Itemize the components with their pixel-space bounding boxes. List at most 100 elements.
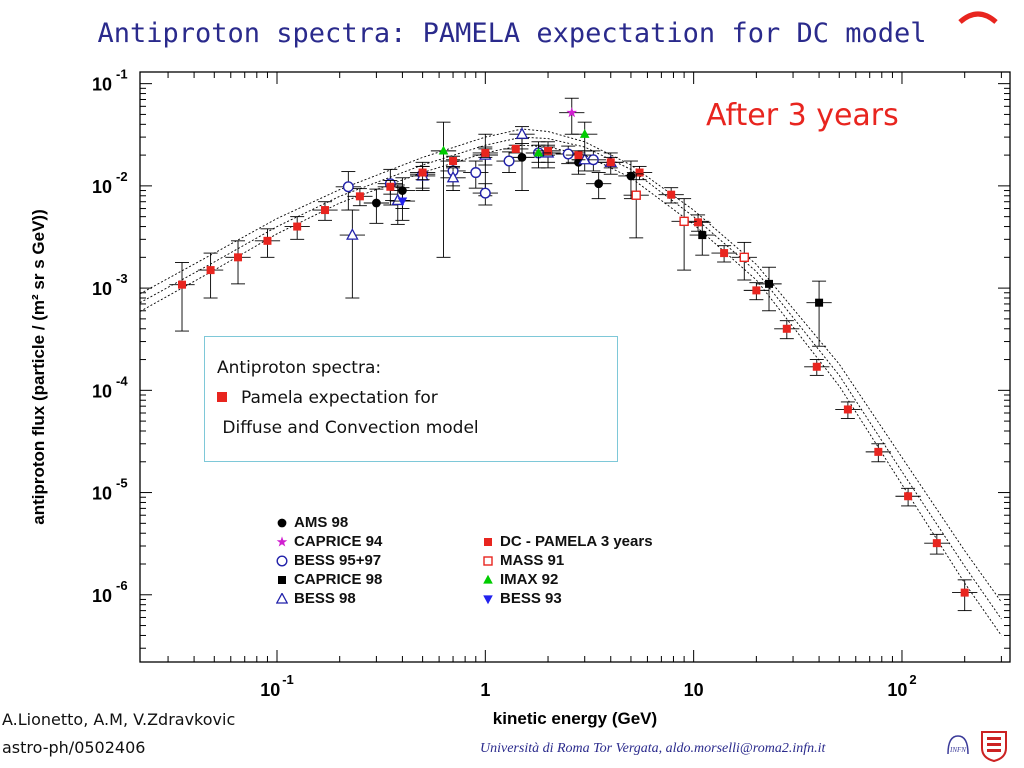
legend-marker-icon [276, 555, 288, 567]
data-point [503, 155, 515, 167]
legend-marker [484, 538, 492, 546]
affiliation-text: Università di Roma Tor Vergata, aldo.mor… [480, 741, 826, 756]
data-point [178, 280, 187, 289]
info-box-line-3: Diffuse and Convection model [217, 413, 617, 443]
legend-label: DC - PAMELA 3 years [500, 533, 653, 550]
legend-label: IMAX 92 [500, 571, 559, 588]
data-point [606, 158, 615, 167]
infn-logo-icon: INFN [947, 735, 969, 755]
paper-reference: astro-ph/0502406 [2, 738, 146, 757]
info-box-line-3-text: Diffuse and Convection model [222, 418, 479, 438]
x-tick-label: 10 [684, 680, 704, 700]
data-point [739, 252, 749, 263]
data-point [562, 148, 574, 160]
info-box-line-1: Antiproton spectra: [217, 358, 382, 378]
y-tick-label: 10-1 [92, 67, 128, 95]
data-point [449, 157, 458, 166]
data-point [470, 167, 482, 179]
legend-label: CAPRICE 98 [294, 571, 383, 588]
info-box-line-2-text: Pamela expectation for [241, 388, 438, 408]
legend-marker [278, 576, 286, 584]
x-tick-label: 1 [480, 680, 490, 700]
info-box-line-2: Pamela expectation for [217, 383, 617, 413]
x-axis-title: kinetic energy (GeV) [493, 709, 657, 728]
data-point [371, 198, 381, 208]
data-point [479, 187, 491, 199]
plot-area [140, 97, 1002, 636]
legend-label: BESS 93 [500, 590, 562, 607]
data-point [566, 107, 578, 118]
data-point [234, 253, 243, 262]
legend-marker-icon [484, 538, 492, 546]
data-point [263, 236, 272, 245]
data-point [355, 192, 364, 201]
data-point [579, 129, 590, 138]
data-point [386, 182, 395, 191]
legend-label: BESS 95+97 [294, 552, 382, 569]
y-tick-label: 10-6 [92, 578, 128, 606]
data-point [694, 218, 703, 227]
data-point [843, 405, 852, 414]
data-point [752, 286, 761, 295]
y-tick-label: 10-2 [92, 169, 128, 197]
series-imax-92 [430, 121, 598, 258]
legend-marker-icon [276, 536, 288, 547]
data-point [812, 362, 821, 371]
after-3-years-label: After 3 years [706, 98, 899, 133]
legend-marker-icon [483, 574, 493, 584]
chart-legend: AMS 98 CAPRICE 94 BESS 95+97 CAPRICE 98 BESS… [276, 514, 736, 624]
data-point [782, 324, 791, 333]
legend-label: CAPRICE 94 [294, 533, 383, 550]
plot-frame [139, 71, 1011, 663]
legend-label: BESS 98 [294, 590, 356, 607]
red-square-icon [217, 392, 227, 402]
legend-marker [276, 555, 288, 567]
data-point [481, 148, 490, 157]
data-point [517, 152, 527, 162]
data-point [293, 222, 302, 231]
data-point [594, 179, 604, 189]
data-point [397, 197, 408, 207]
y-tick-label: 10-5 [92, 476, 128, 504]
data-point [342, 181, 354, 193]
data-point [574, 151, 583, 160]
legend-marker-icon [276, 593, 288, 604]
legend-marker-icon [278, 576, 286, 584]
legend-marker [276, 593, 288, 604]
legend-marker-icon [483, 556, 493, 566]
data-point [418, 168, 427, 177]
data-point [874, 447, 883, 456]
model-band-line [140, 144, 1002, 636]
x-tick-label: 102 [887, 672, 916, 700]
series-bess-93 [389, 187, 416, 221]
data-point [635, 168, 644, 177]
data-point [515, 127, 529, 139]
data-point [720, 249, 729, 258]
data-point [438, 145, 449, 155]
legend-marker [483, 574, 493, 584]
data-point [960, 588, 969, 597]
author-credit: A.Lionetto, A.M, V.Zdravkovic [2, 710, 236, 729]
data-point [815, 298, 824, 307]
legend-marker [276, 536, 288, 547]
legend-marker [483, 556, 493, 566]
svg-text:INFN: INFN [949, 746, 966, 754]
data-point [679, 216, 689, 227]
legend-marker [483, 595, 493, 605]
data-point [511, 144, 520, 153]
slide-title: Antiproton spectra: PAMELA expectation f… [97, 18, 927, 49]
red-arc-logo-icon [958, 11, 998, 24]
legend-marker [277, 518, 287, 528]
data-point [533, 147, 544, 157]
data-point [667, 190, 676, 199]
model-band-line [140, 136, 1002, 620]
legend-marker-icon [483, 595, 493, 605]
y-tick-label: 10-4 [92, 373, 128, 401]
series-mass-91 [623, 173, 757, 281]
series-caprice-98 [689, 220, 832, 347]
data-point [346, 228, 359, 240]
legend-label: MASS 91 [500, 552, 565, 569]
info-box: Antiproton spectra: Pamela expectation f… [204, 336, 618, 462]
data-point [446, 170, 460, 183]
